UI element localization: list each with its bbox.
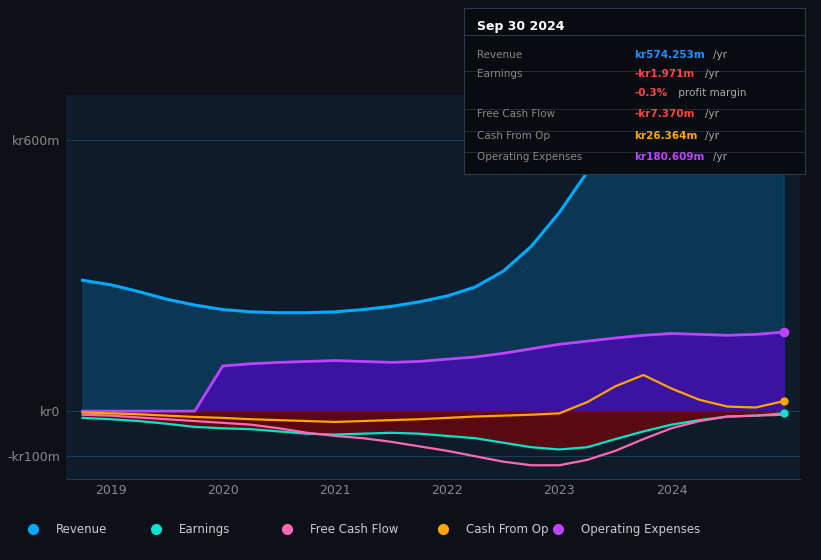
Text: -0.3%: -0.3% xyxy=(635,88,667,97)
Text: /yr: /yr xyxy=(705,130,719,141)
Text: Cash From Op: Cash From Op xyxy=(466,522,548,536)
Text: Revenue: Revenue xyxy=(478,50,523,60)
Text: Sep 30 2024: Sep 30 2024 xyxy=(478,20,565,33)
Text: Operating Expenses: Operating Expenses xyxy=(581,522,700,536)
Text: /yr: /yr xyxy=(713,152,727,162)
Text: Operating Expenses: Operating Expenses xyxy=(478,152,583,162)
Text: profit margin: profit margin xyxy=(675,88,746,97)
Text: Free Cash Flow: Free Cash Flow xyxy=(478,109,556,119)
Text: Free Cash Flow: Free Cash Flow xyxy=(310,522,399,536)
Text: kr26.364m: kr26.364m xyxy=(635,130,698,141)
Text: kr180.609m: kr180.609m xyxy=(635,152,704,162)
Text: Earnings: Earnings xyxy=(478,69,523,80)
Text: Cash From Op: Cash From Op xyxy=(478,130,551,141)
Text: /yr: /yr xyxy=(705,109,719,119)
Text: kr574.253m: kr574.253m xyxy=(635,50,705,60)
Text: -kr7.370m: -kr7.370m xyxy=(635,109,695,119)
Text: Revenue: Revenue xyxy=(56,522,108,536)
Text: Earnings: Earnings xyxy=(179,522,231,536)
Text: /yr: /yr xyxy=(713,50,727,60)
Text: -kr1.971m: -kr1.971m xyxy=(635,69,695,80)
Text: /yr: /yr xyxy=(705,69,719,80)
